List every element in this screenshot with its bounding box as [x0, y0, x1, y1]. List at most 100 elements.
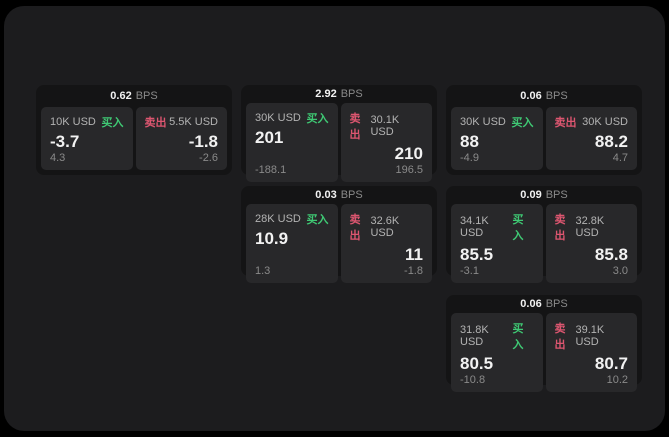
sell-amount: 30.1K USD	[370, 114, 400, 138]
sell-panel[interactable]: 卖出 30K USD 88.2 4.7	[545, 107, 637, 170]
sell-label: 卖出	[554, 117, 577, 130]
sell-price: 210	[394, 144, 423, 163]
buy-label: 买入	[101, 117, 124, 130]
sell-panel-top: 卖出 32.6K USD	[350, 211, 424, 243]
sell-panel[interactable]: 卖出 30.1K USD 210 196.5	[340, 103, 432, 182]
buy-panel-top: 10K USD 买入	[50, 114, 124, 130]
buy-label: 买入	[306, 113, 329, 125]
buy-amount: 30K USD	[460, 116, 506, 129]
sell-label: 卖出	[349, 113, 361, 141]
bps-value: 0.03	[315, 189, 337, 201]
buy-amount: 34.1K USD	[460, 215, 489, 239]
buy-price: 80.5	[460, 354, 494, 373]
quote-panels: 30K USD 买入 88 -4.9 卖出 30K USD 88.2 4.7	[451, 107, 637, 170]
sell-amount: 39.1K USD	[575, 324, 605, 348]
sell-panel-top: 卖出 39.1K USD	[555, 320, 629, 352]
buy-label: 买入	[512, 214, 524, 242]
sell-amount: 5.5K USD	[169, 116, 218, 129]
sell-panel-top: 卖出 30K USD	[555, 114, 629, 130]
buy-label: 买入	[512, 323, 524, 351]
bps-header: 0.09 BPS	[446, 186, 642, 201]
buy-panel[interactable]: 30K USD 买入 201 -188.1	[246, 103, 338, 182]
buy-label: 买入	[306, 214, 329, 226]
buy-panel-top: 30K USD 买入	[255, 110, 329, 126]
bps-value: 0.06	[520, 90, 542, 103]
sell-panel[interactable]: 卖出 5.5K USD -1.8 -2.6	[135, 107, 227, 170]
buy-panel[interactable]: 28K USD 买入 10.9 1.3	[246, 204, 338, 283]
buy-sub-value: 1.3	[255, 264, 271, 277]
buy-panel-top: 28K USD 买入	[255, 211, 329, 227]
buy-amount: 10K USD	[50, 116, 96, 129]
quote-panels: 30K USD 买入 201 -188.1 卖出 30.1K USD 210 1…	[246, 103, 432, 182]
sell-amount: 30K USD	[582, 116, 628, 129]
sell-price: 85.8	[594, 245, 628, 264]
buy-label: 买入	[511, 117, 534, 130]
buy-sub-value: -4.9	[460, 152, 479, 164]
quote-panels: 31.8K USD 买入 80.5 -10.8 卖出 39.1K USD 80.…	[451, 313, 637, 392]
sell-sub-value: 10.2	[606, 373, 628, 386]
bps-header: 0.06 BPS	[446, 85, 642, 104]
sell-sub-value: -2.6	[199, 152, 218, 164]
sell-label: 卖出	[349, 214, 361, 242]
sell-label: 卖出	[144, 117, 167, 130]
sell-panel-top: 卖出 30.1K USD	[350, 110, 424, 142]
buy-price: 88	[460, 132, 479, 152]
buy-amount: 30K USD	[255, 112, 301, 124]
bps-unit-label: BPS	[545, 189, 568, 201]
buy-panel[interactable]: 31.8K USD 买入 80.5 -10.8	[451, 313, 543, 392]
bps-value: 0.06	[520, 298, 542, 310]
buy-amount: 31.8K USD	[460, 324, 489, 348]
buy-sub-value: -3.1	[460, 264, 479, 277]
sell-price: 80.7	[594, 354, 628, 373]
sell-sub-value: 3.0	[612, 264, 628, 277]
quote-card: 0.03 BPS 28K USD 买入 10.9 1.3 卖出 32.6K US…	[241, 186, 437, 283]
buy-panel[interactable]: 34.1K USD 买入 85.5 -3.1	[451, 204, 543, 283]
bps-value: 0.09	[520, 189, 542, 201]
buy-panel[interactable]: 30K USD 买入 88 -4.9	[451, 107, 543, 170]
sell-amount: 32.6K USD	[370, 215, 400, 239]
buy-panel-top: 31.8K USD 买入	[460, 320, 534, 352]
buy-amount: 28K USD	[255, 213, 301, 225]
sell-label: 卖出	[554, 214, 566, 242]
quote-panels: 28K USD 买入 10.9 1.3 卖出 32.6K USD 11 -1.8	[246, 204, 432, 283]
bps-header: 2.92 BPS	[241, 85, 437, 100]
quote-card: 2.92 BPS 30K USD 买入 201 -188.1 卖出 30.1K …	[241, 85, 437, 182]
quote-panels: 34.1K USD 买入 85.5 -3.1 卖出 32.8K USD 85.8…	[451, 204, 637, 283]
sell-price: 11	[405, 245, 423, 264]
sell-panel[interactable]: 卖出 32.6K USD 11 -1.8	[340, 204, 432, 283]
buy-price: 10.9	[255, 229, 289, 248]
buy-sub-value: 4.3	[50, 152, 66, 164]
quote-card: 0.06 BPS 30K USD 买入 88 -4.9 卖出 30K USD 8…	[446, 85, 642, 175]
quote-card: 0.09 BPS 34.1K USD 买入 85.5 -3.1 卖出 32.8K…	[446, 186, 642, 283]
sell-panel[interactable]: 卖出 32.8K USD 85.8 3.0	[545, 204, 637, 283]
buy-panel-top: 34.1K USD 买入	[460, 211, 534, 243]
buy-panel[interactable]: 10K USD 买入 -3.7 4.3	[41, 107, 133, 170]
buy-panel-top: 30K USD 买入	[460, 114, 534, 130]
app-container: 0.62 BPS 10K USD 买入 -3.7 4.3 卖出 5.5K USD…	[4, 6, 665, 431]
sell-sub-value: 4.7	[612, 152, 628, 164]
quote-card: 0.62 BPS 10K USD 买入 -3.7 4.3 卖出 5.5K USD…	[36, 85, 232, 175]
buy-price: -3.7	[50, 132, 80, 152]
sell-sub-value: -1.8	[404, 264, 423, 277]
bps-unit-label: BPS	[545, 298, 568, 310]
sell-amount: 32.8K USD	[575, 215, 605, 239]
sell-price: 88.2	[594, 132, 628, 152]
bps-header: 0.06 BPS	[446, 295, 642, 310]
buy-price: 85.5	[460, 245, 494, 264]
quote-panels: 10K USD 买入 -3.7 4.3 卖出 5.5K USD -1.8 -2.…	[41, 107, 227, 170]
bps-unit-label: BPS	[340, 189, 363, 201]
buy-sub-value: -10.8	[460, 373, 486, 386]
sell-price: -1.8	[188, 132, 218, 152]
bps-header: 0.62 BPS	[36, 85, 232, 104]
sell-label: 卖出	[554, 323, 566, 351]
sell-panel-top: 卖出 32.8K USD	[555, 211, 629, 243]
bps-unit-label: BPS	[135, 90, 158, 103]
sell-panel-top: 卖出 5.5K USD	[145, 114, 219, 130]
bps-unit-label: BPS	[340, 88, 363, 100]
bps-unit-label: BPS	[545, 90, 568, 103]
buy-price: 201	[255, 128, 284, 147]
buy-sub-value: -188.1	[255, 163, 287, 176]
bps-value: 0.62	[110, 90, 132, 103]
sell-panel[interactable]: 卖出 39.1K USD 80.7 10.2	[545, 313, 637, 392]
quote-card: 0.06 BPS 31.8K USD 买入 80.5 -10.8 卖出 39.1…	[446, 295, 642, 392]
